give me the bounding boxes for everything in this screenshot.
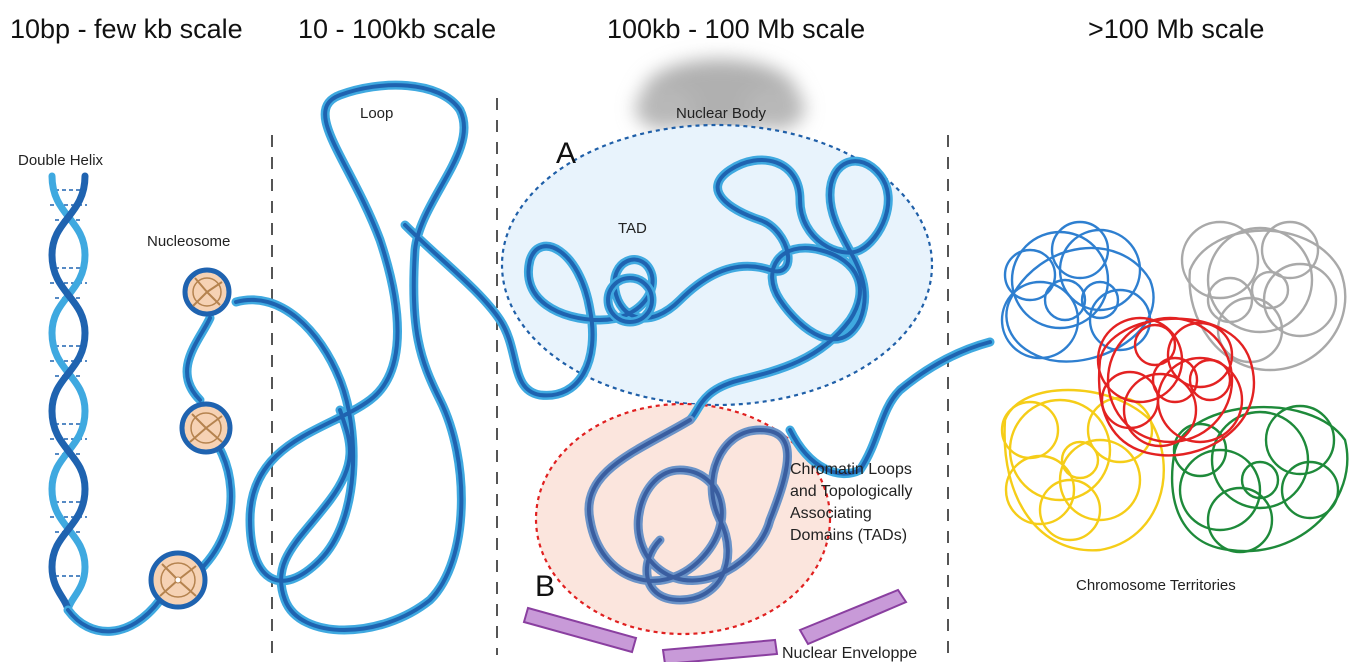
- nuclear-body-cloud: [635, 59, 805, 131]
- scale-title-2: 10 - 100kb scale: [298, 14, 496, 44]
- compartment-b-label: B: [535, 570, 555, 603]
- double-helix: [48, 172, 89, 614]
- loop-label: Loop: [360, 105, 393, 122]
- chromatin-fiber: [63, 80, 995, 636]
- chromatin-loops-line-3: Associating: [790, 505, 872, 522]
- helix-strand-light: [48, 172, 89, 614]
- nucleosome-2: [179, 401, 233, 455]
- chromosome-territories: [1000, 220, 1349, 554]
- nucleosome-1: [182, 267, 232, 317]
- scale-title-1: 10bp - few kb scale: [10, 14, 243, 44]
- chromatin-loops-line-2: and Topologically: [790, 483, 912, 500]
- nucleosome-3: [148, 550, 208, 610]
- territory-green: [1170, 404, 1349, 554]
- nucleosome-label: Nucleosome: [147, 233, 230, 250]
- territory-blue: [1000, 220, 1155, 363]
- tad-label: TAD: [618, 220, 647, 237]
- scale-title-4: >100 Mb scale: [1088, 14, 1264, 44]
- double-helix-label: Double Helix: [18, 152, 104, 169]
- territory-gray: [1180, 220, 1347, 372]
- chromatin-loops-line-4: Domains (TADs): [790, 527, 907, 544]
- chromatin-loops-line-1: Chromatin Loops: [790, 461, 912, 478]
- chromatin-loops-label: Chromatin Loops and Topologically Associ…: [790, 461, 917, 544]
- chromosome-territories-label: Chromosome Territories: [1076, 577, 1236, 594]
- territory-red: [1096, 316, 1256, 457]
- compartment-b-ellipse: [534, 402, 832, 636]
- compartment-a-label: A: [556, 137, 576, 170]
- nuclear-envelope: [522, 588, 908, 662]
- nuclear-body-label: Nuclear Body: [676, 105, 767, 122]
- nuclear-envelope-label: Nuclear Enveloppe: [782, 645, 917, 662]
- helix-strand-dark: [48, 172, 89, 614]
- territory-yellow: [1000, 388, 1165, 552]
- scale-title-3: 100kb - 100 Mb scale: [607, 14, 865, 44]
